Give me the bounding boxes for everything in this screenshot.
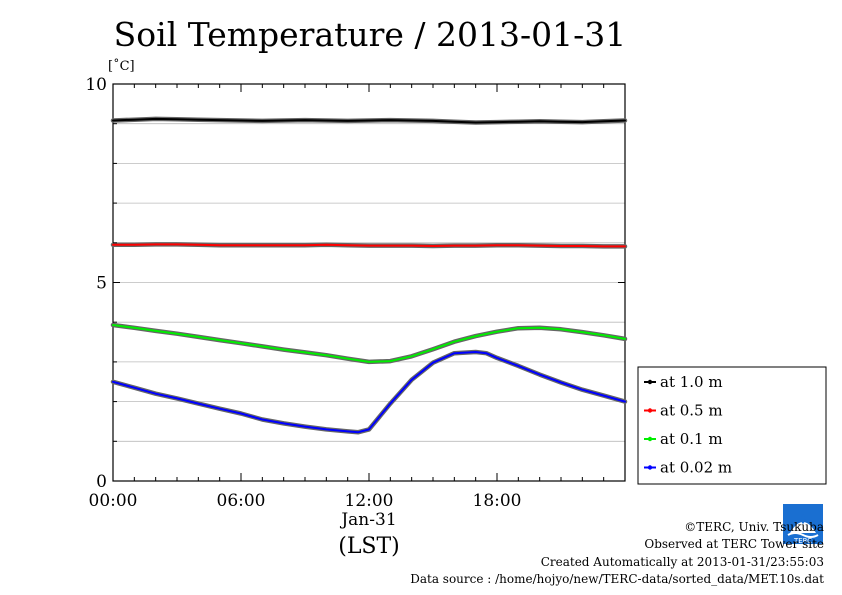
legend-label-3: at 0.02 m [660, 459, 732, 477]
legend-label-0: at 1.0 m [660, 373, 723, 391]
legend-marker-2 [647, 436, 653, 442]
x-axis-title: (LST) [338, 534, 400, 559]
x-tick-label: 06:00 [217, 491, 266, 511]
legend: at 1.0 m at 0.5 m at 0.1 m at 0.02 m [637, 366, 827, 485]
series-line-2 [112, 324, 626, 363]
series-line-3 [112, 351, 626, 434]
series-line-0 [112, 117, 626, 124]
y-axis-unit-label: [˚C] [108, 58, 135, 74]
legend-label-1: at 0.5 m [660, 402, 723, 420]
footer-source: Data source : /home/hojyo/new/TERC-data/… [410, 572, 824, 586]
series-layer [110, 116, 628, 435]
y-tick-label: 0 [96, 472, 107, 492]
y-axis: 0 5 10 [85, 75, 625, 492]
series-line-1 [112, 243, 626, 248]
grid [113, 123, 625, 442]
terc-logo-icon: TERC [783, 504, 823, 545]
y-tick-label: 10 [85, 75, 107, 95]
footer-credit: ©TERC, Univ. Tsukuba [684, 520, 824, 534]
chart-title: Soil Temperature / 2013-01-31 [114, 15, 627, 54]
series-outline-2 [110, 322, 628, 365]
legend-marker-3 [647, 465, 653, 470]
footer-created: Created Automatically at 2013-01-31/23:5… [540, 555, 824, 569]
x-tick-label: 18:00 [473, 491, 522, 511]
y-tick-label: 5 [96, 274, 107, 294]
x-tick-label: 00:00 [89, 491, 138, 511]
x-axis-date-label: Jan-31 [339, 510, 396, 530]
legend-label-2: at 0.1 m [660, 430, 723, 448]
footer-observed: Observed at TERC Tower site [644, 537, 824, 551]
legend-marker-1 [647, 408, 653, 413]
legend-marker-0 [647, 379, 653, 385]
legend-box [637, 366, 827, 485]
x-tick-label: 12:00 [345, 491, 394, 511]
logo-text: TERC [793, 537, 812, 545]
x-axis: 00:00 06:00 12:00 18:00 [89, 84, 605, 511]
